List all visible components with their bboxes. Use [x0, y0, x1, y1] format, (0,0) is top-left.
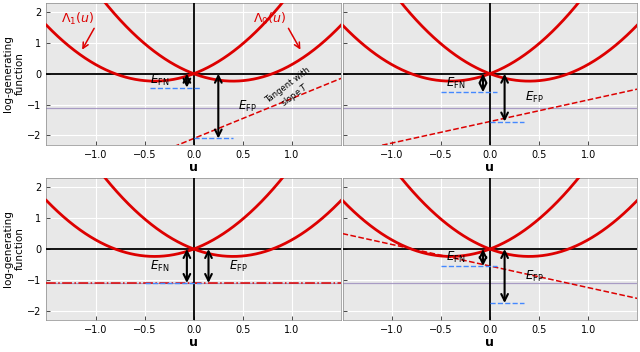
Y-axis label: log-generating
function: log-generating function — [3, 35, 24, 112]
X-axis label: u: u — [485, 161, 494, 174]
Text: $E_{\rm FP}$: $E_{\rm FP}$ — [228, 258, 247, 274]
X-axis label: u: u — [189, 336, 198, 349]
X-axis label: u: u — [485, 336, 494, 349]
Text: $E_{\rm FN}$: $E_{\rm FN}$ — [445, 250, 465, 265]
Text: $E_{\rm FP}$: $E_{\rm FP}$ — [525, 90, 543, 105]
Text: $\Lambda_1(u)$: $\Lambda_1(u)$ — [61, 11, 94, 27]
Text: $E_{\rm FN}$: $E_{\rm FN}$ — [150, 73, 169, 88]
Text: $E_{\rm FN}$: $E_{\rm FN}$ — [445, 75, 465, 90]
Y-axis label: log-generating
function: log-generating function — [3, 210, 24, 288]
X-axis label: u: u — [189, 161, 198, 174]
Text: $E_{\rm FP}$: $E_{\rm FP}$ — [525, 269, 543, 284]
Text: $E_{\rm FN}$: $E_{\rm FN}$ — [150, 258, 169, 274]
Text: $E_{\rm FP}$: $E_{\rm FP}$ — [238, 99, 257, 114]
Text: Tangent with
slope $T$: Tangent with slope $T$ — [263, 65, 321, 117]
Text: $\Lambda_0(u)$: $\Lambda_0(u)$ — [253, 11, 286, 27]
